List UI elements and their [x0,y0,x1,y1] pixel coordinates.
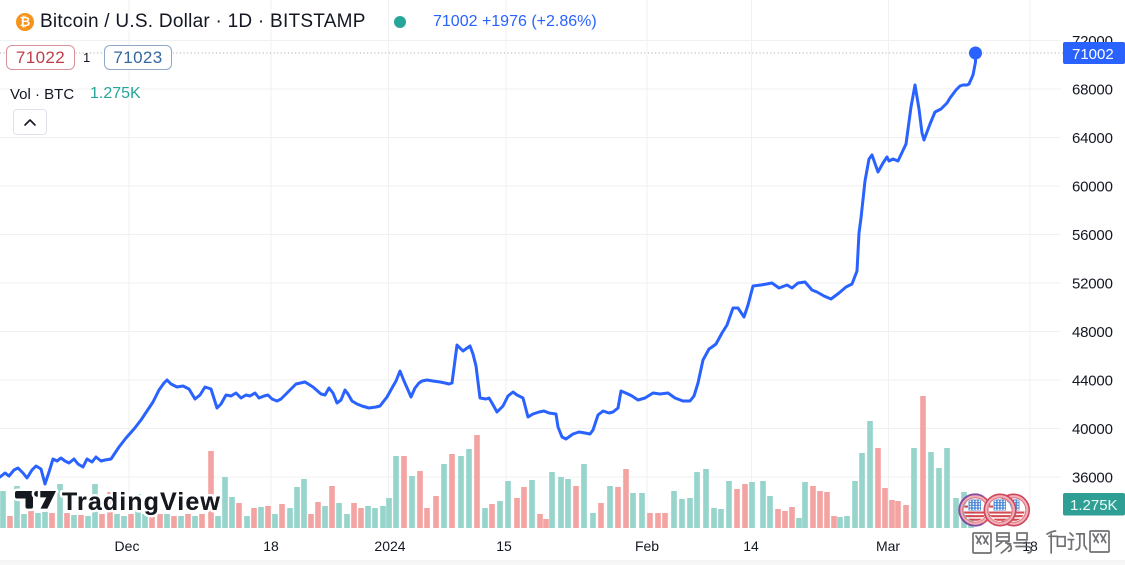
svg-text:TradingView: TradingView [62,488,221,516]
svg-text:68000: 68000 [1072,82,1113,99]
svg-text:TradingView: TradingView [62,488,221,516]
svg-text:Dec: Dec [115,538,140,554]
svg-text:2024: 2024 [374,538,405,554]
svg-text:60000: 60000 [1072,179,1113,196]
svg-text:52000: 52000 [1072,276,1113,293]
svg-text:71002: 71002 [1072,46,1114,63]
svg-text:14: 14 [743,538,759,554]
svg-text:Mar: Mar [876,538,900,554]
svg-text:15: 15 [496,538,512,554]
svg-text:18: 18 [1022,538,1038,554]
svg-text:18: 18 [263,538,279,554]
svg-text:Feb: Feb [635,538,659,554]
svg-text:36000: 36000 [1072,470,1113,487]
svg-text:56000: 56000 [1072,227,1113,244]
svg-text:48000: 48000 [1072,324,1113,341]
svg-text:40000: 40000 [1072,421,1113,438]
svg-text:44000: 44000 [1072,373,1113,390]
svg-text:1.275K: 1.275K [1070,497,1118,514]
svg-text:64000: 64000 [1072,130,1113,147]
